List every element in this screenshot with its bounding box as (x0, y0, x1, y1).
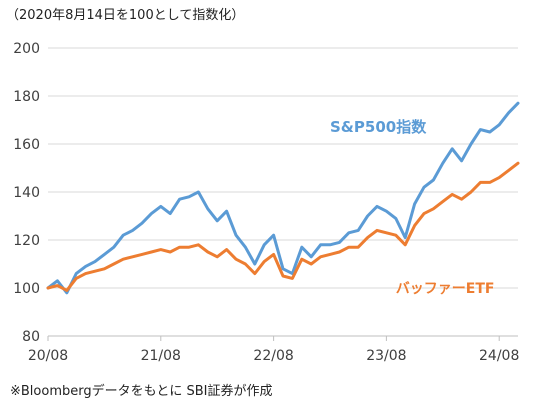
y-tick-label: 200 (13, 41, 40, 57)
sp500-series-line (46, 101, 520, 295)
x-tick-label: 23/08 (366, 348, 406, 364)
y-tick-label: 180 (13, 89, 40, 105)
y-tick-label: 160 (13, 137, 40, 153)
x-tick-label: 24/08 (479, 348, 519, 364)
y-tick-label: 120 (13, 233, 40, 249)
y-tick-label: 140 (13, 185, 40, 201)
sp500-series-label: S&P500指数 (330, 118, 427, 136)
footer-note: ※Bloombergデータをもとに SBI証券が作成 (10, 384, 273, 399)
y-tick-label: 100 (13, 281, 40, 297)
x-tick-label: 22/08 (253, 348, 293, 364)
x-tick-label: 20/08 (28, 348, 68, 364)
header-note: （2020年8月14日を100として指数化） (6, 8, 245, 23)
x-tick-label: 21/08 (141, 348, 181, 364)
buffer-etf-series-label: バッファーETF (396, 281, 495, 297)
buffer-etf-series-line (46, 161, 520, 292)
y-tick-label: 80 (22, 329, 40, 345)
